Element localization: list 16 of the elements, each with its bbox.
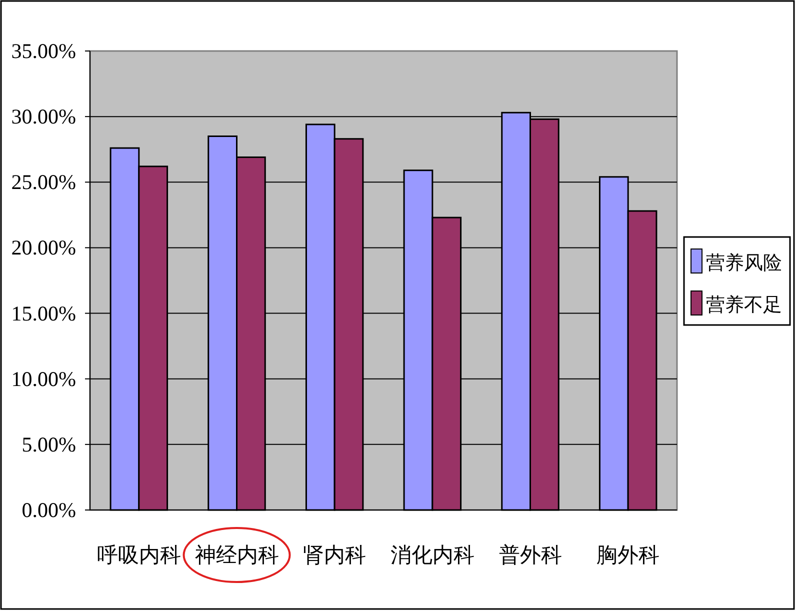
y-tick-label: 5.00% <box>22 432 76 456</box>
x-tick-label: 呼吸内科 <box>96 543 181 567</box>
legend-label: 营养风险 <box>706 252 782 274</box>
y-tick-label: 30.00% <box>11 104 76 129</box>
y-tick-label: 15.00% <box>11 301 76 326</box>
x-tick-label: 消化内科 <box>390 543 474 567</box>
x-tick-label: 普外科 <box>498 543 562 567</box>
y-tick-label: 35.00% <box>11 39 76 63</box>
x-tick-label: 肾内科 <box>303 543 366 567</box>
y-tick-label: 10.00% <box>11 366 76 391</box>
x-tick-label: 神经内科 <box>194 543 279 567</box>
legend-label: 营养不足 <box>706 294 782 316</box>
y-tick-label: 25.00% <box>11 170 76 194</box>
x-tick-label: 胸外科 <box>596 543 660 567</box>
y-tick-label: 20.00% <box>11 236 76 260</box>
y-tick-label: 0.00% <box>22 498 76 522</box>
